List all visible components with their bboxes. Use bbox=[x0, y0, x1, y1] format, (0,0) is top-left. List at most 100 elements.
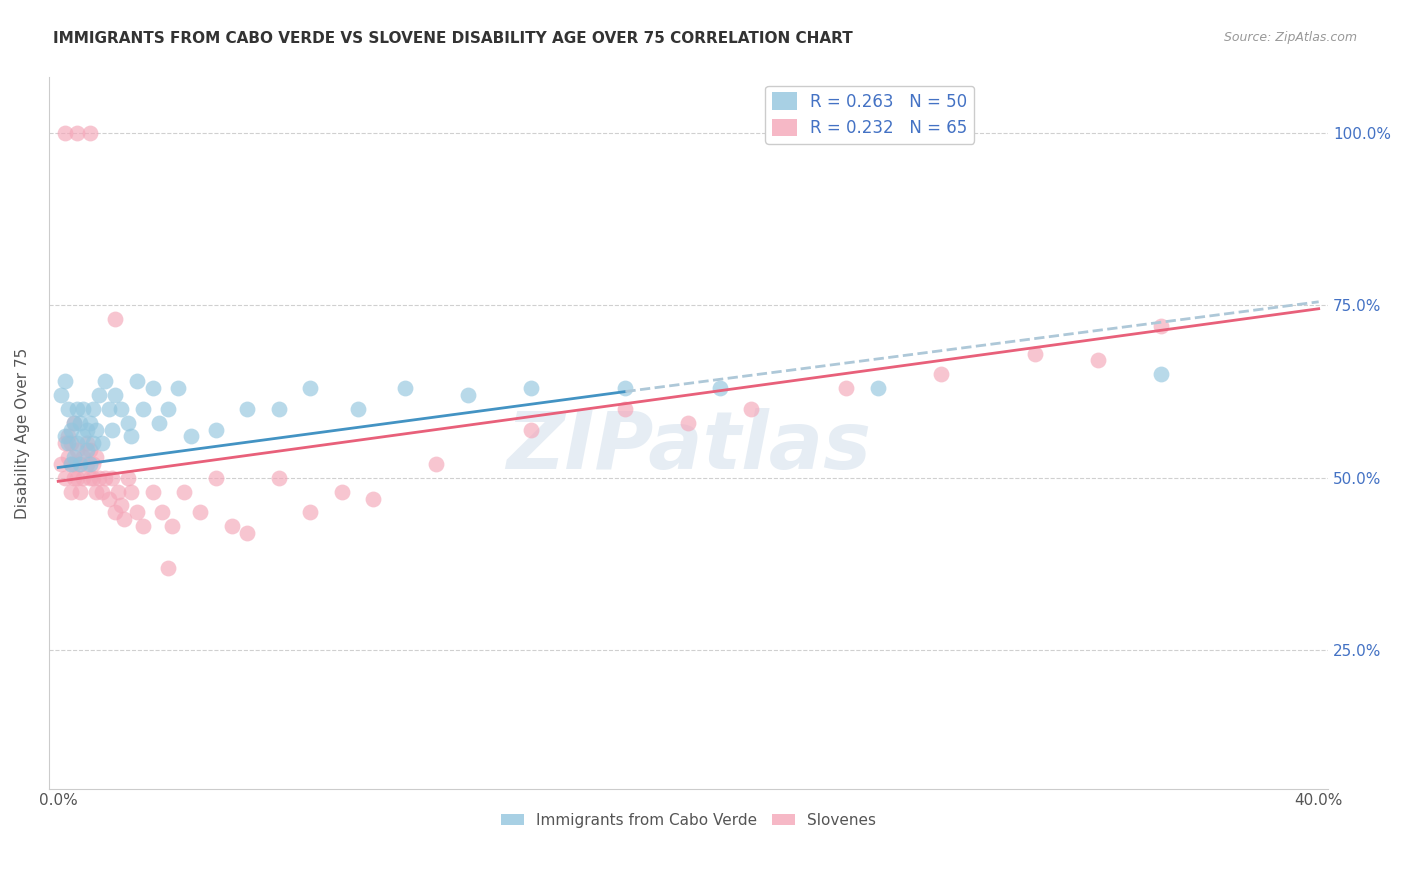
Point bbox=[94, 374, 117, 388]
Point bbox=[59, 423, 82, 437]
Text: Source: ZipAtlas.com: Source: ZipAtlas.com bbox=[1223, 31, 1357, 45]
Point bbox=[91, 484, 114, 499]
Point bbox=[59, 457, 82, 471]
Point bbox=[69, 457, 91, 471]
Point bbox=[53, 429, 76, 443]
Point bbox=[188, 505, 211, 519]
Point bbox=[66, 126, 89, 140]
Point bbox=[76, 423, 98, 437]
Point bbox=[72, 450, 94, 464]
Point bbox=[97, 491, 120, 506]
Point bbox=[709, 381, 731, 395]
Point bbox=[394, 381, 416, 395]
Point bbox=[79, 443, 101, 458]
Point bbox=[330, 484, 353, 499]
Point bbox=[204, 423, 226, 437]
Point bbox=[76, 443, 98, 458]
Point bbox=[132, 519, 155, 533]
Point bbox=[79, 471, 101, 485]
Point bbox=[100, 471, 122, 485]
Y-axis label: Disability Age Over 75: Disability Age Over 75 bbox=[15, 347, 30, 518]
Point bbox=[69, 484, 91, 499]
Point bbox=[267, 401, 290, 416]
Point bbox=[1150, 318, 1173, 333]
Point bbox=[100, 423, 122, 437]
Point bbox=[72, 429, 94, 443]
Point bbox=[236, 526, 259, 541]
Point bbox=[221, 519, 243, 533]
Point bbox=[866, 381, 889, 395]
Point bbox=[66, 471, 89, 485]
Point bbox=[104, 312, 127, 326]
Point bbox=[104, 388, 127, 402]
Point bbox=[84, 484, 107, 499]
Point bbox=[125, 374, 148, 388]
Point bbox=[112, 512, 135, 526]
Text: ZIPatlas: ZIPatlas bbox=[506, 409, 870, 486]
Point bbox=[457, 388, 479, 402]
Point bbox=[84, 423, 107, 437]
Point bbox=[63, 450, 86, 464]
Point bbox=[72, 401, 94, 416]
Point bbox=[69, 457, 91, 471]
Point bbox=[142, 484, 165, 499]
Point bbox=[110, 499, 132, 513]
Point bbox=[82, 457, 104, 471]
Point bbox=[82, 436, 104, 450]
Point bbox=[94, 471, 117, 485]
Point bbox=[160, 519, 183, 533]
Point bbox=[79, 126, 101, 140]
Point bbox=[66, 443, 89, 458]
Point bbox=[53, 374, 76, 388]
Point bbox=[346, 401, 368, 416]
Point bbox=[125, 505, 148, 519]
Point bbox=[89, 388, 111, 402]
Point bbox=[520, 423, 543, 437]
Point bbox=[150, 505, 173, 519]
Point bbox=[110, 401, 132, 416]
Point bbox=[59, 484, 82, 499]
Point bbox=[1024, 346, 1046, 360]
Point bbox=[63, 416, 86, 430]
Point bbox=[107, 484, 129, 499]
Point bbox=[59, 457, 82, 471]
Point bbox=[173, 484, 195, 499]
Point bbox=[117, 416, 139, 430]
Point bbox=[66, 401, 89, 416]
Point bbox=[117, 471, 139, 485]
Point bbox=[53, 126, 76, 140]
Point bbox=[56, 436, 79, 450]
Point bbox=[267, 471, 290, 485]
Point bbox=[157, 401, 180, 416]
Point bbox=[53, 471, 76, 485]
Point bbox=[51, 457, 73, 471]
Point bbox=[72, 471, 94, 485]
Point bbox=[520, 381, 543, 395]
Point bbox=[84, 450, 107, 464]
Point bbox=[120, 484, 142, 499]
Point bbox=[76, 457, 98, 471]
Point bbox=[69, 416, 91, 430]
Point bbox=[929, 368, 952, 382]
Point bbox=[204, 471, 226, 485]
Point bbox=[53, 436, 76, 450]
Point bbox=[157, 560, 180, 574]
Point bbox=[66, 436, 89, 450]
Point bbox=[104, 505, 127, 519]
Point bbox=[614, 401, 637, 416]
Point bbox=[1087, 353, 1109, 368]
Point bbox=[614, 381, 637, 395]
Text: IMMIGRANTS FROM CABO VERDE VS SLOVENE DISABILITY AGE OVER 75 CORRELATION CHART: IMMIGRANTS FROM CABO VERDE VS SLOVENE DI… bbox=[53, 31, 853, 46]
Point bbox=[142, 381, 165, 395]
Point bbox=[79, 457, 101, 471]
Point bbox=[835, 381, 858, 395]
Point bbox=[120, 429, 142, 443]
Point bbox=[363, 491, 385, 506]
Point bbox=[132, 401, 155, 416]
Point bbox=[56, 401, 79, 416]
Point bbox=[167, 381, 190, 395]
Point bbox=[740, 401, 762, 416]
Legend: Immigrants from Cabo Verde, Slovenes: Immigrants from Cabo Verde, Slovenes bbox=[495, 807, 883, 834]
Point bbox=[91, 436, 114, 450]
Point bbox=[425, 457, 447, 471]
